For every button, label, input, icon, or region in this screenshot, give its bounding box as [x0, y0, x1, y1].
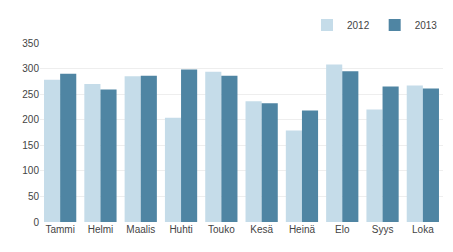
- svg-text:0: 0: [33, 217, 39, 228]
- svg-text:Helmi: Helmi: [88, 224, 114, 235]
- svg-text:50: 50: [28, 191, 40, 202]
- svg-text:Maalis: Maalis: [126, 224, 155, 235]
- svg-text:Elo: Elo: [335, 224, 350, 235]
- svg-text:Heinä: Heinä: [289, 224, 316, 235]
- svg-text:250: 250: [22, 89, 39, 100]
- svg-text:2013: 2013: [415, 20, 438, 31]
- svg-text:Syys: Syys: [372, 224, 394, 235]
- svg-text:Kesä: Kesä: [250, 224, 273, 235]
- svg-text:Tammi: Tammi: [45, 224, 74, 235]
- svg-text:Huhti: Huhti: [169, 224, 192, 235]
- svg-text:2012: 2012: [347, 20, 370, 31]
- svg-text:350: 350: [22, 38, 39, 49]
- svg-text:300: 300: [22, 63, 39, 74]
- svg-text:200: 200: [22, 114, 39, 125]
- svg-text:Touko: Touko: [208, 224, 235, 235]
- svg-text:Loka: Loka: [412, 224, 434, 235]
- svg-text:150: 150: [22, 140, 39, 151]
- svg-text:100: 100: [22, 165, 39, 176]
